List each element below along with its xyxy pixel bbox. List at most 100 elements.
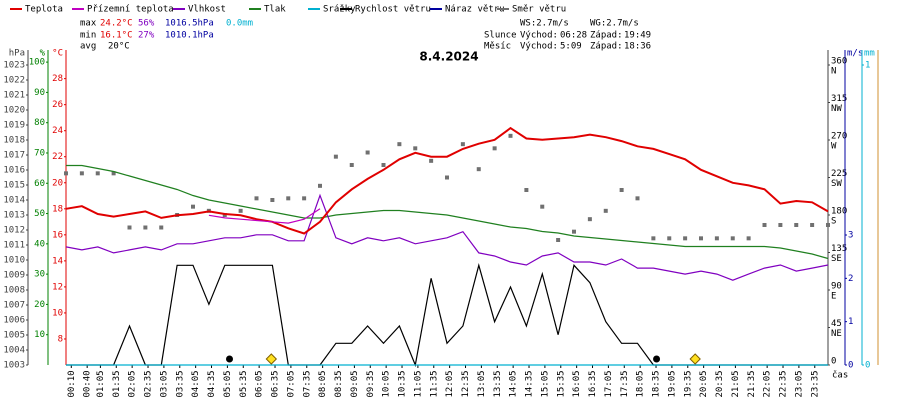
x-tick-label: 05:35 — [239, 370, 249, 397]
direction-point — [667, 236, 672, 241]
x-tick-label: 22:05 — [763, 370, 773, 397]
compass-label: SE — [831, 254, 842, 264]
x-tick-label: 22:35 — [779, 370, 789, 397]
direction-point — [699, 236, 703, 241]
x-tick-label: 10:35 — [398, 370, 408, 397]
axis-label: % — [40, 49, 46, 59]
y-tick-label: 1023 — [3, 61, 25, 71]
stat-label: Východ: — [520, 31, 558, 41]
x-tick-label: 20:35 — [715, 370, 725, 397]
direction-point — [619, 188, 624, 192]
y-tick-label: 0 — [865, 361, 870, 371]
x-tick-label: 23:35 — [810, 370, 820, 397]
moon-event — [653, 355, 661, 363]
moon-label: Měsíc — [484, 42, 511, 52]
y-tick-label: 90 — [831, 282, 842, 292]
direction-point — [603, 208, 608, 213]
stat: 5:09 — [560, 42, 582, 52]
series-line — [66, 263, 828, 368]
y-tick-label: 1004 — [3, 346, 25, 356]
y-tick-label: 1012 — [3, 226, 25, 236]
direction-point — [778, 223, 783, 227]
x-tick-label: 09:05 — [350, 370, 360, 397]
x-tick-label: 19:05 — [667, 370, 677, 397]
direction-point — [445, 175, 449, 180]
x-tick-label: 10:05 — [382, 370, 392, 397]
sun-event — [689, 353, 701, 365]
chart-title: 8.4.2024 — [419, 50, 478, 64]
y-tick-label: 20 — [34, 300, 45, 310]
y-tick-label: 1 — [865, 61, 870, 71]
direction-point — [111, 171, 116, 176]
direction-point — [95, 171, 100, 176]
direction-point — [714, 236, 719, 241]
axis-label: °C — [52, 49, 63, 59]
sun-event — [265, 353, 278, 365]
compass-label: S — [831, 217, 836, 227]
direction-point — [540, 204, 545, 209]
stat-label: Západ: — [590, 31, 623, 41]
x-tick-label: 21:05 — [731, 370, 741, 397]
y-tick-label: 1010 — [3, 256, 25, 266]
direction-point — [413, 146, 418, 151]
stat-label: Západ: — [590, 42, 623, 52]
x-tick-label: 00:10 — [67, 370, 77, 397]
y-tick-label: 1020 — [3, 106, 25, 116]
stat: 1016.5hPa — [165, 19, 214, 29]
direction-point — [318, 183, 322, 188]
moon-event — [226, 355, 234, 363]
compass-label: N — [831, 67, 836, 77]
x-tick-label: 13:05 — [477, 370, 487, 397]
y-tick-label: 10 — [34, 330, 45, 340]
direction-point — [460, 142, 465, 147]
legend-label: Náraz větru — [445, 5, 505, 15]
y-tick-label: 45 — [831, 319, 842, 329]
x-tick-label: 01:35 — [112, 370, 122, 397]
direction-point — [270, 198, 275, 202]
stat: 56% — [138, 19, 155, 29]
direction-point — [794, 223, 799, 227]
compass-label: SW — [831, 179, 842, 189]
legend-label: Vlhkost — [188, 5, 226, 15]
y-tick-label: 22 — [52, 152, 63, 162]
x-tick-label: 07:05 — [286, 370, 296, 397]
direction-point — [587, 217, 592, 222]
x-tick-label: 08:05 — [318, 370, 328, 397]
y-tick-label: 18 — [52, 204, 63, 214]
direction-point — [238, 208, 243, 213]
y-tick-label: 30 — [34, 270, 45, 280]
sun-label: Slunce — [484, 31, 517, 41]
y-tick-label: 26 — [52, 100, 63, 110]
y-tick-label: 16 — [52, 230, 63, 240]
direction-point — [810, 223, 815, 227]
stat: 16.1°C — [100, 31, 133, 41]
series-line — [66, 164, 829, 260]
y-tick-label: 50 — [34, 209, 45, 219]
stat-label: avg — [80, 42, 96, 52]
y-tick-label: 90 — [34, 88, 45, 98]
x-tick-label: 01:05 — [96, 370, 106, 397]
stat: 06:28 — [560, 31, 587, 41]
direction-point — [286, 196, 291, 201]
legend-label: Tlak — [264, 5, 286, 15]
y-tick-label: 0 — [848, 361, 853, 371]
x-tick-label: 03:35 — [175, 370, 185, 397]
y-tick-label: 1016 — [3, 166, 25, 176]
y-tick-label: 360 — [831, 57, 847, 67]
direction-point — [64, 171, 68, 176]
x-tick-label: 09:35 — [366, 370, 376, 397]
y-tick-label: 1022 — [3, 76, 25, 86]
series-line — [208, 208, 321, 224]
x-tick-label: 17:35 — [620, 370, 630, 397]
y-tick-label: 1007 — [3, 301, 25, 311]
direction-point — [683, 236, 688, 241]
x-tick-label: 00:40 — [83, 370, 93, 397]
legend-label: Přízemní teplota — [87, 5, 174, 15]
direction-point — [429, 158, 434, 163]
y-tick-label: 1009 — [3, 271, 25, 281]
direction-point — [333, 154, 338, 159]
x-tick-label: 02:35 — [144, 370, 154, 397]
direction-point — [556, 238, 561, 242]
direction-point — [143, 225, 148, 230]
series-line — [65, 193, 829, 281]
